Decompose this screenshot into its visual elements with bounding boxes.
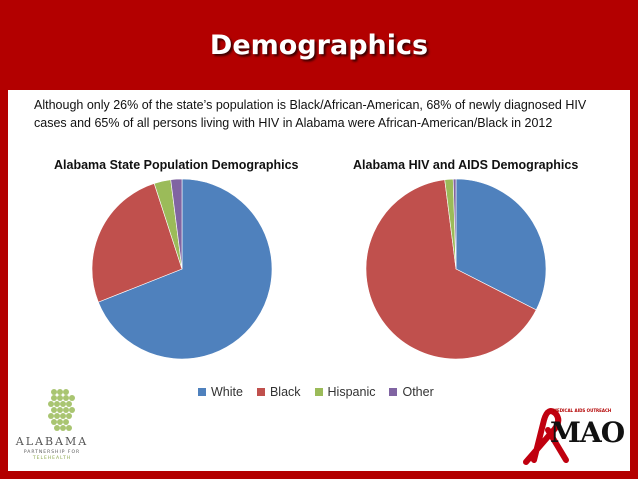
legend-label-hispanic: Hispanic [327,385,376,399]
page-title: Demographics [209,30,429,61]
legend-label-white: White [211,385,243,399]
chart-title-population: Alabama State Population Demographics [54,158,299,172]
mao-ribbon-logo [523,408,569,465]
legend-swatch-other [389,388,398,396]
legend-item-black: Black [256,385,301,399]
legend-label-black: Black [269,385,301,399]
legend-swatch-hispanic [314,388,323,396]
logo-left-sub2: TELEHEALTH [32,456,72,461]
pie-slice-black [91,183,183,303]
logo-right-small: MEDICAL AIDS OUTREACH [553,408,612,413]
legend-item-white: White [198,385,243,399]
chart-title-hiv: Alabama HIV and AIDS Demographics [353,158,579,172]
alabama-telehealth-logo [48,389,75,431]
legend-swatch-white [198,388,206,396]
legend-swatch-black [256,388,265,396]
logo-left-sub: PARTNERSHIP FOR [23,450,81,455]
logo-right-word: MAO [550,416,625,449]
slide-body: Although only 26% of the state’s populat… [8,90,630,471]
legend-item-hispanic: Hispanic [314,385,376,399]
pie-slice-other [170,178,183,270]
pie-charts [91,178,547,360]
pie-slice-black [365,179,537,360]
header-banner: Demographics [0,0,638,90]
pie-hiv [365,178,547,360]
legend-label-other: Other [402,385,434,399]
legend-item-other: Other [389,385,434,399]
chart-legend: White Black Hispanic Other [198,384,434,400]
pie-slice-other [452,178,457,270]
intro-text: Although only 26% of the state’s populat… [34,98,587,130]
pie-population [91,178,273,360]
logo-left-word: ALABAMA [15,435,89,448]
pie-slice-white [455,178,547,311]
pie-slice-white [97,178,273,360]
